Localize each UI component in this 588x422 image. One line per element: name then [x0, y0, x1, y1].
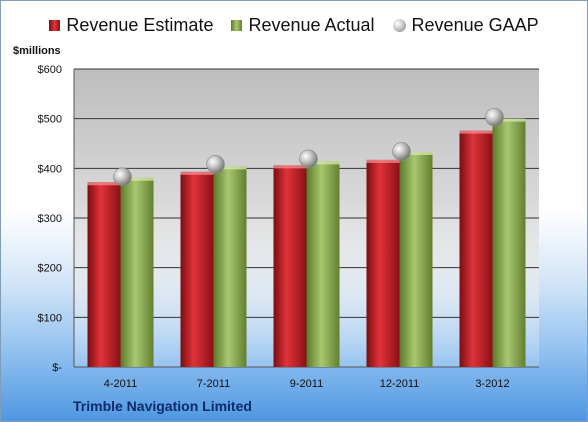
- legend-item-revenue-estimate: Revenue Estimate: [49, 15, 213, 36]
- bar-revenue-actual-cap: [213, 166, 247, 170]
- marker-revenue-gaap: [392, 142, 411, 161]
- legend-label-revenue-gaap: Revenue GAAP: [411, 15, 539, 35]
- y-tick-label: $-: [52, 362, 62, 374]
- legend: Revenue Estimate Revenue Actual Revenue …: [1, 15, 587, 36]
- marker-revenue-gaap: [113, 167, 132, 187]
- y-tick-label: $400: [38, 163, 62, 175]
- legend-label-revenue-actual: Revenue Actual: [248, 15, 375, 35]
- legend-item-revenue-gaap: Revenue GAAP: [392, 15, 539, 36]
- bar-revenue-estimate: [273, 165, 307, 367]
- bar-revenue-estimate-cap: [273, 165, 307, 169]
- x-tick-label: 12-2011: [380, 378, 420, 390]
- marker-revenue-gaap: [206, 155, 225, 174]
- y-axis-unit-label: $millions: [13, 45, 61, 57]
- marker-revenue-gaap: [299, 149, 318, 169]
- legend-swatch-revenue-actual: [231, 20, 243, 31]
- bar-revenue-estimate-cap: [87, 182, 121, 186]
- bar-revenue-actual: [306, 161, 340, 367]
- y-tick-label: $100: [38, 312, 62, 324]
- bar-revenue-estimate: [87, 182, 121, 367]
- bar-revenue-estimate: [180, 171, 214, 367]
- bar-revenue-actual-cap: [399, 151, 433, 155]
- bar-revenue-estimate-cap: [459, 130, 493, 134]
- y-tick-label: $500: [38, 114, 62, 126]
- bar-revenue-actual: [213, 166, 247, 367]
- x-tick-label: 7-2011: [197, 378, 230, 390]
- bar-revenue-estimate: [366, 159, 400, 367]
- bar-revenue-actual: [120, 177, 154, 367]
- y-tick-label: $600: [38, 64, 62, 76]
- bar-revenue-actual-cap: [492, 118, 526, 122]
- bar-revenue-actual-cap: [120, 177, 154, 181]
- bar-revenue-actual: [492, 118, 526, 368]
- legend-item-revenue-actual: Revenue Actual: [231, 15, 375, 36]
- bar-revenue-estimate: [459, 130, 493, 367]
- bar-revenue-estimate-cap: [366, 159, 400, 163]
- chart-title: Trimble Navigation Limited: [73, 398, 252, 414]
- bar-revenue-actual-cap: [306, 161, 340, 165]
- y-tick-label: $300: [38, 213, 62, 225]
- legend-swatch-revenue-gaap: [392, 19, 406, 32]
- marker-revenue-gaap: [485, 107, 504, 127]
- x-tick-label: 3-2012: [475, 378, 509, 390]
- legend-swatch-revenue-estimate: [49, 20, 61, 31]
- bar-revenue-actual: [399, 151, 433, 367]
- y-tick-label: $200: [38, 263, 62, 275]
- legend-label-revenue-estimate: Revenue Estimate: [66, 15, 214, 35]
- x-tick-label: 4-2011: [104, 378, 137, 390]
- bar-revenue-estimate-cap: [180, 171, 214, 175]
- x-tick-label: 9-2011: [290, 378, 323, 390]
